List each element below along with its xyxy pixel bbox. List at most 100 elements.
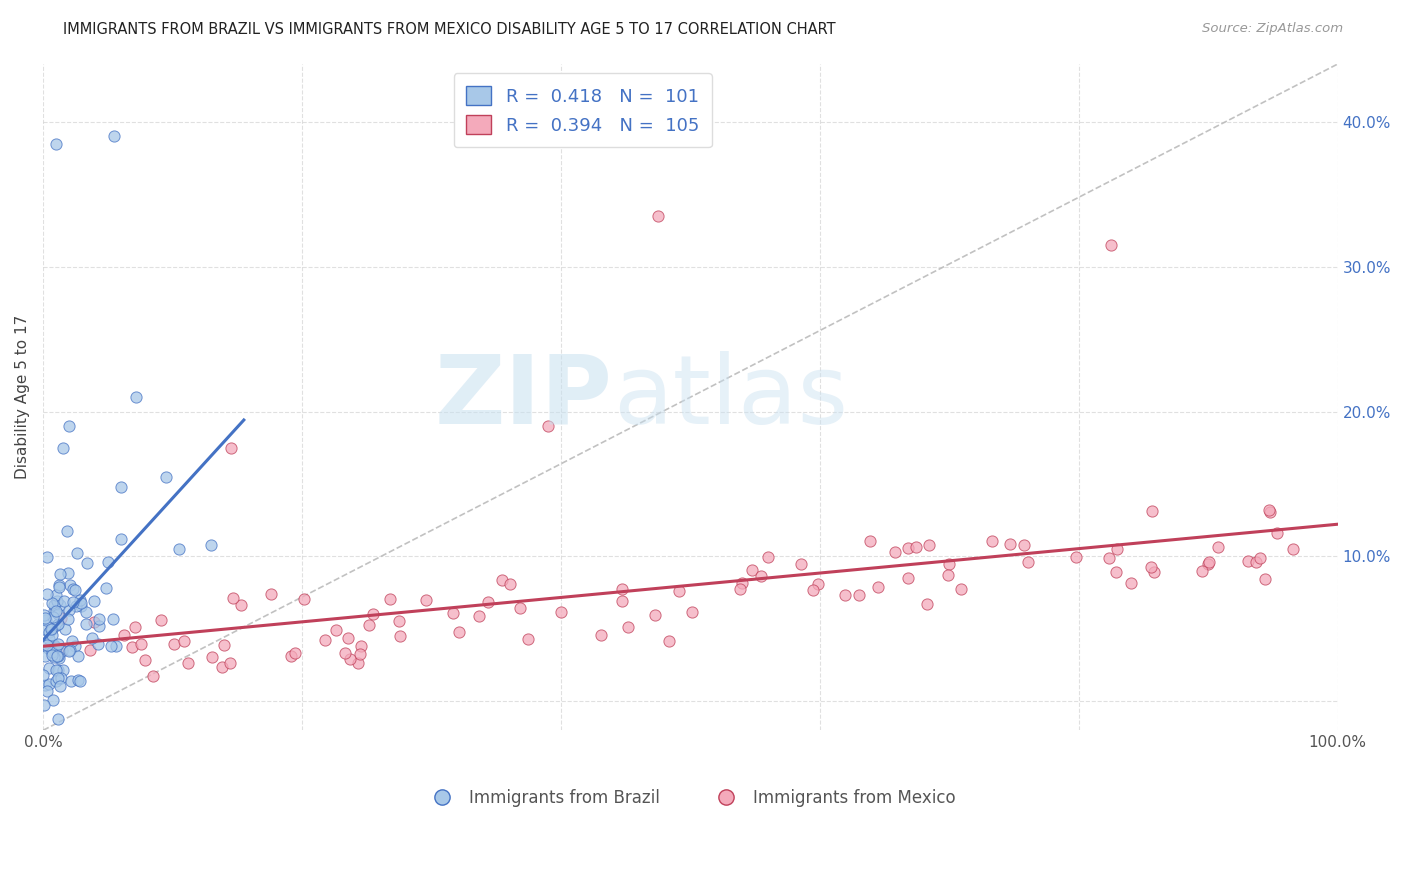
Point bbox=[37, 587, 59, 601]
Point bbox=[46, 617, 69, 632]
Point bbox=[35, 683, 58, 698]
Point bbox=[42, 692, 65, 706]
Point bbox=[897, 541, 920, 556]
Point bbox=[53, 622, 76, 636]
Point bbox=[163, 637, 186, 651]
Point bbox=[62, 582, 84, 597]
Point bbox=[45, 588, 67, 602]
Point bbox=[1249, 551, 1271, 566]
Point bbox=[801, 583, 824, 598]
Point bbox=[42, 638, 65, 652]
Point bbox=[292, 591, 315, 606]
Point bbox=[388, 614, 411, 628]
Point bbox=[499, 577, 522, 591]
Point bbox=[38, 661, 60, 675]
Point bbox=[69, 596, 91, 610]
Point bbox=[807, 577, 830, 591]
Point bbox=[46, 616, 69, 631]
Point bbox=[537, 419, 560, 434]
Point bbox=[280, 648, 302, 663]
Point bbox=[51, 643, 73, 657]
Point bbox=[221, 591, 243, 605]
Point bbox=[53, 594, 76, 608]
Point bbox=[284, 646, 307, 660]
Point bbox=[112, 628, 135, 642]
Point bbox=[378, 591, 401, 606]
Point bbox=[45, 663, 67, 677]
Point bbox=[897, 570, 920, 584]
Point bbox=[1121, 576, 1143, 591]
Point bbox=[45, 673, 67, 688]
Point bbox=[339, 652, 361, 666]
Point bbox=[83, 615, 105, 630]
Text: Source: ZipAtlas.com: Source: ZipAtlas.com bbox=[1202, 22, 1343, 36]
Point bbox=[110, 480, 132, 494]
Point bbox=[66, 649, 89, 664]
Point bbox=[41, 645, 63, 659]
Point bbox=[32, 668, 55, 682]
Point bbox=[1258, 503, 1281, 517]
Point bbox=[124, 620, 146, 634]
Point bbox=[45, 136, 67, 151]
Point bbox=[211, 659, 233, 673]
Point bbox=[741, 563, 763, 577]
Point bbox=[1142, 504, 1164, 518]
Point bbox=[34, 649, 56, 664]
Point bbox=[59, 642, 82, 657]
Point bbox=[938, 557, 960, 571]
Point bbox=[468, 608, 491, 623]
Point bbox=[998, 537, 1021, 551]
Point bbox=[46, 607, 69, 621]
Point bbox=[1017, 556, 1039, 570]
Point bbox=[1198, 555, 1220, 569]
Point bbox=[35, 638, 58, 652]
Point bbox=[58, 612, 80, 626]
Point bbox=[917, 597, 939, 611]
Point bbox=[56, 566, 79, 580]
Point bbox=[45, 640, 67, 654]
Point bbox=[59, 673, 82, 688]
Point bbox=[46, 649, 69, 664]
Point bbox=[41, 648, 63, 663]
Point bbox=[668, 584, 690, 599]
Point bbox=[48, 580, 70, 594]
Point bbox=[125, 390, 148, 404]
Point bbox=[449, 624, 471, 639]
Point bbox=[550, 605, 572, 619]
Point bbox=[75, 605, 97, 619]
Point bbox=[94, 581, 117, 595]
Point bbox=[347, 656, 370, 670]
Point bbox=[509, 600, 531, 615]
Point bbox=[1281, 541, 1303, 556]
Point bbox=[859, 534, 882, 549]
Point bbox=[325, 623, 347, 637]
Point bbox=[34, 611, 56, 625]
Point bbox=[980, 534, 1002, 549]
Point bbox=[1236, 554, 1258, 568]
Point bbox=[32, 608, 55, 623]
Point bbox=[38, 677, 60, 691]
Point bbox=[1191, 565, 1213, 579]
Point bbox=[103, 129, 125, 144]
Point bbox=[131, 637, 153, 651]
Point bbox=[49, 611, 72, 625]
Point bbox=[65, 599, 87, 613]
Point bbox=[75, 616, 97, 631]
Point bbox=[44, 604, 66, 618]
Point bbox=[647, 209, 669, 223]
Point bbox=[350, 639, 373, 653]
Point bbox=[63, 582, 86, 597]
Point bbox=[848, 588, 870, 602]
Point bbox=[46, 594, 69, 608]
Point bbox=[70, 599, 93, 614]
Legend: Immigrants from Brazil, Immigrants from Mexico: Immigrants from Brazil, Immigrants from … bbox=[419, 782, 962, 814]
Point bbox=[1014, 538, 1036, 552]
Point bbox=[110, 533, 132, 547]
Point bbox=[101, 612, 124, 626]
Point bbox=[39, 623, 62, 637]
Point bbox=[200, 538, 222, 552]
Point bbox=[38, 640, 60, 654]
Point bbox=[35, 550, 58, 565]
Point bbox=[949, 582, 972, 597]
Point bbox=[936, 568, 959, 582]
